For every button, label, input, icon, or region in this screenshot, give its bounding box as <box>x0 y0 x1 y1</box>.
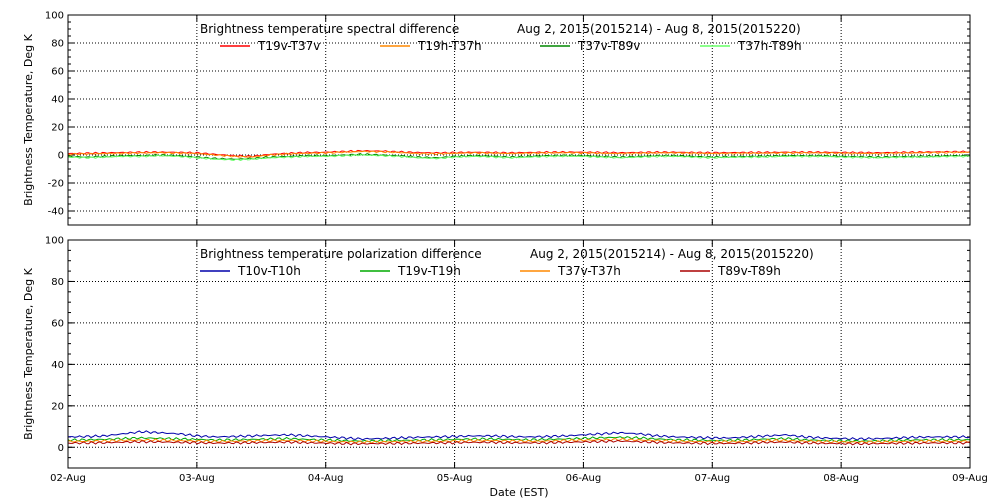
plot-frame <box>67 14 971 226</box>
x-tick-label: 04-Aug <box>308 473 344 484</box>
y-tick-label: 40 <box>51 360 64 371</box>
y-tick-label: 80 <box>51 39 64 50</box>
legend-label: T19h-T37h <box>417 39 482 53</box>
date-range: Aug 2, 2015(2015214) - Aug 8, 2015(20152… <box>517 22 801 36</box>
spectral-difference-panel: -40 -20 0 20 40 60 80 100 Brightness temperature… <box>22 11 971 226</box>
x-tick-label: 08-Aug <box>823 473 859 484</box>
y-tick-label: -20 <box>48 179 64 190</box>
chart-title: Brightness temperature polarization diff… <box>200 247 482 261</box>
series-line-T19h-T37h <box>67 150 971 158</box>
x-tick-label: 03-Aug <box>179 473 215 484</box>
series-line-T37h-T89h <box>67 153 971 162</box>
x-tick-label: 06-Aug <box>566 473 602 484</box>
y-tick-label: 100 <box>45 236 64 247</box>
y-tick-label: 20 <box>51 123 64 134</box>
y-tick-label: -40 <box>48 207 64 218</box>
y-tick-label: 40 <box>51 95 64 106</box>
legend-label: T19v-T37v <box>257 39 320 53</box>
y-axis-label: Brightness Temperature, Deg K <box>22 267 35 439</box>
x-tick-label: 05-Aug <box>437 473 473 484</box>
y-tick-label: 20 <box>51 401 64 412</box>
y-axis-label: Brightness Temperature, Deg K <box>22 33 35 205</box>
y-tick-label: 80 <box>51 277 64 288</box>
x-tick-label: 02-Aug <box>50 473 86 484</box>
plot-frame <box>67 239 971 469</box>
y-tick-label: 0 <box>58 151 64 162</box>
polarization-difference-panel: 02-Aug 03-Aug 04-Aug 05-Aug 06-Aug 07-Aug 08-A… <box>22 236 988 500</box>
x-tick-label: 07-Aug <box>694 473 730 484</box>
y-tick-label: 60 <box>51 318 64 329</box>
date-range: Aug 2, 2015(2015214) - Aug 8, 2015(20152… <box>530 247 814 261</box>
y-tick-label: 0 <box>58 443 64 454</box>
y-tick-label: 100 <box>45 11 64 22</box>
series-line-T10v-T10h <box>67 430 971 441</box>
series-line-T89v-T89h <box>67 439 971 446</box>
y-tick-label: 60 <box>51 67 64 78</box>
legend-label: T10v-T10h <box>237 264 301 278</box>
x-axis-label: Date (EST) <box>489 486 548 499</box>
chart-title: Brightness temperature spectral differen… <box>200 22 459 36</box>
legend-label: T37v-T89v <box>577 39 640 53</box>
legend-label: T89v-T89h <box>717 264 781 278</box>
x-tick-label: 09-Aug <box>952 473 988 484</box>
legend-label: T19v-T19h <box>397 264 461 278</box>
legend-label: T37h-T89h <box>737 39 802 53</box>
series-line-T37v-T37h <box>67 437 971 444</box>
legend-label: T37v-T37h <box>557 264 621 278</box>
